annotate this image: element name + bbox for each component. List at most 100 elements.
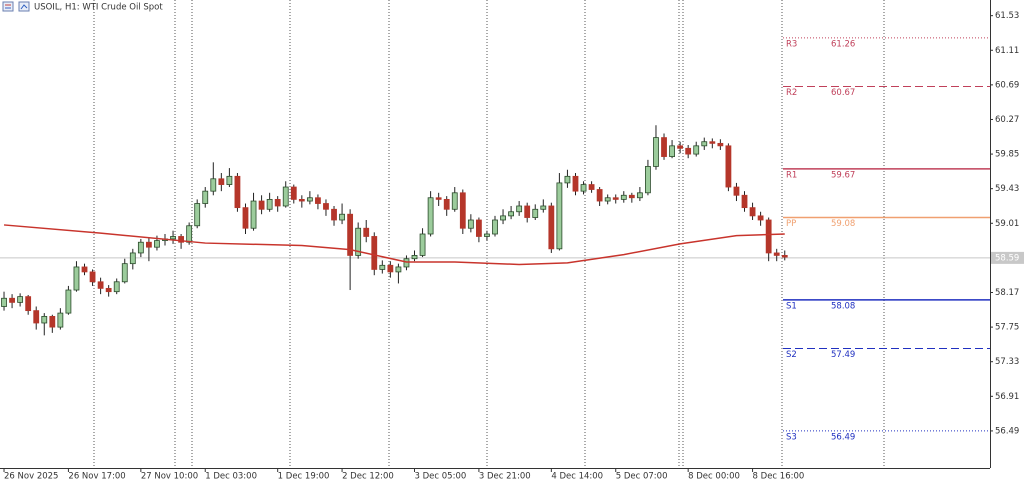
candle-body [9,297,15,303]
candle-body [371,236,378,270]
candle-body [170,236,176,240]
candle-body [250,200,257,229]
candle-body [645,166,651,194]
candle-body [508,211,514,217]
x-tick-label: 26 Nov 17:00 [68,472,125,482]
pivot-value: 61.26 [831,39,855,49]
candle-body [113,281,120,293]
candle-body [733,186,740,196]
candle-body [661,137,667,157]
x-tick-label: 2 Dec 12:00 [342,472,394,482]
x-tick-label: 27 Nov 10:00 [141,472,198,482]
x-tick-label: 1 Dec 19:00 [278,472,330,482]
y-tick-label: 56.49 [995,426,1019,436]
pivot-name: S2 [786,350,797,360]
candle-body [572,175,579,192]
candle-body [612,197,619,200]
candle-body [669,145,675,157]
x-tick-label: 26 Nov 2025 [4,472,58,482]
candle-body [516,205,523,213]
candle-body [146,241,152,248]
last-price-box [991,251,1024,264]
candle-body [65,289,72,314]
x-tick-label: 1 Dec 03:00 [205,472,257,482]
candle-body [556,182,563,250]
candle-body [154,240,160,248]
x-tick-label: 3 Dec 05:00 [415,472,467,482]
candle-body [604,197,611,202]
pivot-name: S1 [786,301,797,311]
chart-title: USOIL, H1: WTI Crude Oil Spot [34,3,163,13]
moving-average [3,224,785,266]
candle-body [427,197,434,235]
pivot-name: S3 [786,432,797,442]
candle-body [476,219,482,237]
candle-body [580,184,587,192]
candle-body [677,145,684,149]
y-tick-label: 59.43 [995,184,1019,194]
y-tick-label: 57.33 [995,357,1019,367]
candle-body [524,205,531,218]
candle-body [57,312,64,328]
candle-body [451,192,458,210]
candle-body [73,266,80,291]
x-tick-label: 5 Dec 07:00 [616,472,668,482]
candle-body [757,215,764,221]
candle-body [540,205,547,210]
candle-body [331,208,337,221]
candle-body [588,184,595,190]
candle-body [467,219,474,229]
candle-body [387,264,394,273]
candle-body [693,145,700,155]
candle-body [81,266,88,273]
x-tick-label: 8 Dec 00:00 [688,472,740,482]
candle-body [741,194,748,209]
candle-body [306,197,313,202]
candle-body [202,190,209,204]
y-tick-label: 57.75 [995,323,1019,333]
y-tick-label: 61.11 [995,46,1019,56]
pivot-name: R1 [786,170,797,180]
y-tick-label: 60.69 [995,80,1019,90]
candle-body [484,233,490,237]
pivot-name: R3 [786,39,797,49]
candle-body [403,258,410,268]
pivot-name: R2 [786,88,797,98]
candle-body [435,197,442,200]
candle-body [749,207,756,217]
candle-body [266,198,273,210]
candle-body [290,186,297,200]
candle-body [653,137,659,167]
candle-body [596,189,603,202]
icon [18,1,30,12]
candle-body [89,271,96,283]
candle-body [419,233,426,256]
candle-body [355,227,362,256]
pivot-value: 59.67 [831,170,855,180]
candle-body [226,175,233,185]
candle-body [564,175,571,184]
candle-body [25,296,32,312]
y-tick-label: 61.53 [995,11,1019,21]
y-tick-label: 60.27 [995,115,1019,125]
candle-body [411,255,418,260]
candle-body [137,241,144,254]
candle-body [234,175,241,209]
candle-body [701,141,708,147]
candle-body [395,266,402,273]
candle-body [459,192,466,229]
candle-body [218,178,225,185]
candle-body [636,192,643,199]
candle-body [194,203,201,227]
x-tick-label: 8 Dec 16:00 [753,472,805,482]
pivot-value: 59.08 [831,219,855,229]
candle-body [492,219,498,235]
candle-body [186,225,193,243]
y-tick-label: 59.01 [995,219,1019,229]
candle-body [548,205,555,250]
candle-body [97,281,104,289]
candle-body [323,203,329,210]
x-tick-label: 3 Dec 21:00 [479,472,531,482]
candle-body [363,227,370,237]
